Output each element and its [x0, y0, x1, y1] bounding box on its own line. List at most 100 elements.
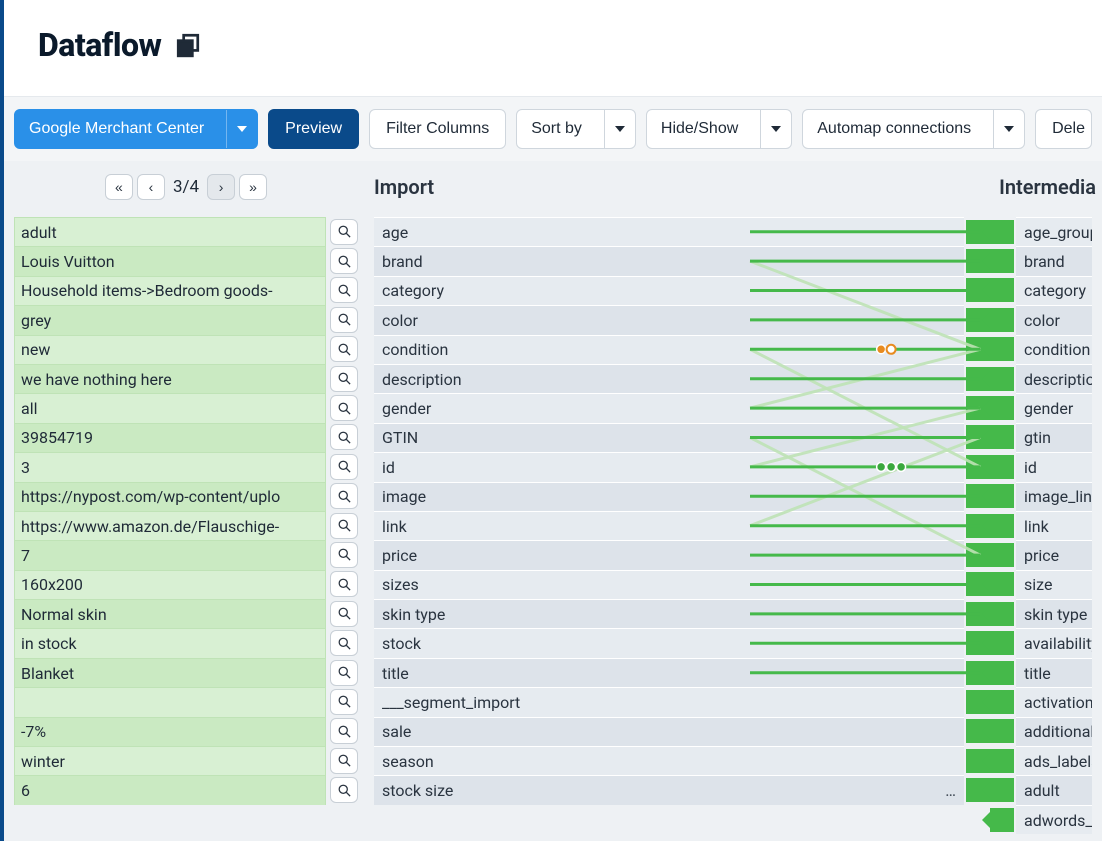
- import-row[interactable]: link: [374, 511, 990, 540]
- magnify-button[interactable]: [330, 601, 358, 627]
- magnify-button[interactable]: [330, 395, 358, 421]
- magnify-button[interactable]: [330, 307, 358, 333]
- magnify-button[interactable]: [330, 542, 358, 568]
- input-port[interactable]: [990, 631, 1014, 655]
- import-row[interactable]: sizes: [374, 570, 990, 599]
- intermediate-row[interactable]: gtin: [990, 423, 1092, 452]
- magnify-button[interactable]: [330, 248, 358, 274]
- intermediate-row[interactable]: skin type: [990, 599, 1092, 628]
- input-port[interactable]: [990, 661, 1014, 685]
- magnify-button[interactable]: [330, 630, 358, 656]
- magnify-button[interactable]: [330, 219, 358, 245]
- magnify-button[interactable]: [330, 483, 358, 509]
- import-row[interactable]: sale: [374, 717, 990, 746]
- magnify-button[interactable]: [330, 689, 358, 715]
- input-port[interactable]: [990, 749, 1014, 773]
- input-port[interactable]: [990, 396, 1014, 420]
- magnify-button[interactable]: [330, 454, 358, 480]
- intermediate-row[interactable]: adult: [990, 775, 1092, 804]
- intermediate-row[interactable]: activation_f: [990, 687, 1092, 716]
- import-row[interactable]: skin type: [374, 599, 990, 628]
- import-row[interactable]: color: [374, 305, 990, 334]
- input-port[interactable]: [990, 572, 1014, 596]
- magnify-button[interactable]: [330, 777, 358, 803]
- intermediate-row[interactable]: gender: [990, 393, 1092, 422]
- intermediate-row[interactable]: availability: [990, 628, 1092, 657]
- intermediate-row[interactable]: id: [990, 452, 1092, 481]
- preview-button[interactable]: Preview: [268, 109, 359, 149]
- import-row[interactable]: id: [374, 452, 990, 481]
- intermediate-row[interactable]: brand: [990, 246, 1092, 275]
- pager-first-button[interactable]: «: [105, 174, 133, 200]
- automap-dropdown[interactable]: Automap connections: [802, 109, 1025, 149]
- magnify-button[interactable]: [330, 748, 358, 774]
- intermediate-row[interactable]: link: [990, 511, 1092, 540]
- magnify-button[interactable]: [330, 513, 358, 539]
- input-port[interactable]: [990, 308, 1014, 332]
- import-row[interactable]: GTIN: [374, 423, 990, 452]
- intermediate-row[interactable]: category: [990, 276, 1092, 305]
- input-port[interactable]: [990, 778, 1014, 802]
- pager-prev-button[interactable]: ‹: [137, 174, 165, 200]
- magnify-button[interactable]: [330, 660, 358, 686]
- intermediate-row[interactable]: size: [990, 570, 1092, 599]
- import-row[interactable]: brand: [374, 246, 990, 275]
- magnify-button[interactable]: [330, 366, 358, 392]
- input-port[interactable]: [990, 249, 1014, 273]
- intermediate-row[interactable]: color: [990, 305, 1092, 334]
- import-row[interactable]: stock: [374, 628, 990, 657]
- intermediate-row[interactable]: title: [990, 658, 1092, 687]
- input-port[interactable]: [990, 455, 1014, 479]
- search-icon: [337, 753, 352, 768]
- hide-show-label: Hide/Show: [647, 110, 752, 148]
- import-row[interactable]: description: [374, 364, 990, 393]
- import-row[interactable]: price: [374, 540, 990, 569]
- intermediate-row[interactable]: condition: [990, 335, 1092, 364]
- import-field-label: image: [374, 482, 964, 511]
- sort-by-dropdown[interactable]: Sort by: [516, 109, 636, 149]
- import-row[interactable]: title: [374, 658, 990, 687]
- import-row[interactable]: age: [374, 217, 990, 246]
- import-row[interactable]: ___segment_import: [374, 687, 990, 716]
- input-port[interactable]: [990, 514, 1014, 538]
- input-port[interactable]: [990, 337, 1014, 361]
- input-port[interactable]: [990, 808, 1014, 832]
- pager-next-button[interactable]: ›: [207, 174, 235, 200]
- intermediate-row[interactable]: description: [990, 364, 1092, 393]
- filter-columns-button[interactable]: Filter Columns: [369, 109, 506, 149]
- input-port[interactable]: [990, 543, 1014, 567]
- import-rows: agebrandcategorycolorconditiondescriptio…: [374, 217, 990, 805]
- input-port[interactable]: [990, 425, 1014, 449]
- import-row[interactable]: season: [374, 746, 990, 775]
- input-port[interactable]: [990, 220, 1014, 244]
- intermediate-row[interactable]: image_link: [990, 482, 1092, 511]
- pager-last-button[interactable]: »: [239, 174, 267, 200]
- import-row[interactable]: image: [374, 482, 990, 511]
- copy-icon[interactable]: [175, 32, 201, 58]
- intermediate-row[interactable]: ads_labels: [990, 746, 1092, 775]
- input-port[interactable]: [990, 367, 1014, 391]
- intermediate-row[interactable]: adwords_gr: [990, 805, 1092, 834]
- hide-show-dropdown[interactable]: Hide/Show: [646, 109, 792, 149]
- magnify-button[interactable]: [330, 277, 358, 303]
- magnify-button[interactable]: [330, 571, 358, 597]
- magnify-button[interactable]: [330, 336, 358, 362]
- input-port[interactable]: [990, 484, 1014, 508]
- search-icon: [337, 489, 352, 504]
- import-row[interactable]: condition: [374, 335, 990, 364]
- delete-button[interactable]: Dele: [1035, 109, 1092, 149]
- import-row[interactable]: gender: [374, 393, 990, 422]
- input-port[interactable]: [990, 278, 1014, 302]
- magnify-button[interactable]: [330, 718, 358, 744]
- intermediate-row[interactable]: additional_i: [990, 717, 1092, 746]
- import-row[interactable]: category: [374, 276, 990, 305]
- filter-columns-label: Filter Columns: [386, 120, 489, 138]
- intermediate-row[interactable]: age_group: [990, 217, 1092, 246]
- import-row[interactable]: …stock size: [374, 775, 990, 804]
- input-port[interactable]: [990, 602, 1014, 626]
- input-port[interactable]: [990, 690, 1014, 714]
- channel-dropdown[interactable]: Google Merchant Center: [14, 109, 258, 149]
- magnify-button[interactable]: [330, 424, 358, 450]
- input-port[interactable]: [990, 719, 1014, 743]
- intermediate-row[interactable]: price: [990, 540, 1092, 569]
